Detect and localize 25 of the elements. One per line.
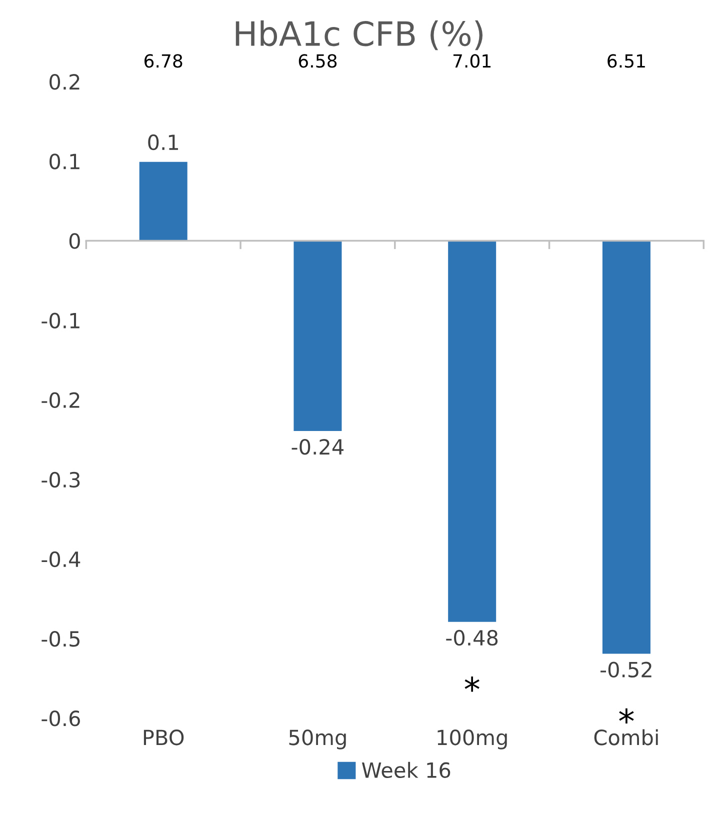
y-tick-label: 0 — [69, 233, 80, 249]
x-tick-label: 100mg — [438, 730, 507, 750]
chart-title: HbA1c CFB (%) — [236, 20, 483, 50]
text: 7.01 — [453, 54, 491, 68]
y-tick-label: -0.3 — [42, 472, 80, 488]
data-label: -0.24 — [292, 438, 344, 455]
annotation: * — [619, 708, 634, 724]
y-tick-label: -0.1 — [42, 312, 80, 328]
y-tick-label: -0.6 — [42, 710, 80, 726]
x-tick-label: PBO — [144, 730, 184, 746]
data-label: -0.48 — [446, 630, 498, 646]
text: 6.51 — [608, 54, 645, 68]
y-tick-label: 0.2 — [50, 74, 80, 90]
legend-label: Week 16 — [362, 762, 450, 778]
annotation: * — [464, 676, 480, 692]
data-label: -0.52 — [600, 662, 652, 678]
y-tick-label: 0.1 — [50, 154, 80, 170]
data-label: 0.1 — [148, 134, 178, 150]
text: 6.58 — [298, 54, 337, 68]
text: 6.78 — [144, 54, 182, 68]
y-tick-label: -0.4 — [42, 551, 80, 568]
x-tick-label: Combi — [594, 729, 658, 746]
y-tick-label: -0.5 — [42, 630, 80, 647]
x-tick-label: 50mg — [289, 730, 346, 750]
y-tick-label: -0.2 — [42, 392, 80, 408]
